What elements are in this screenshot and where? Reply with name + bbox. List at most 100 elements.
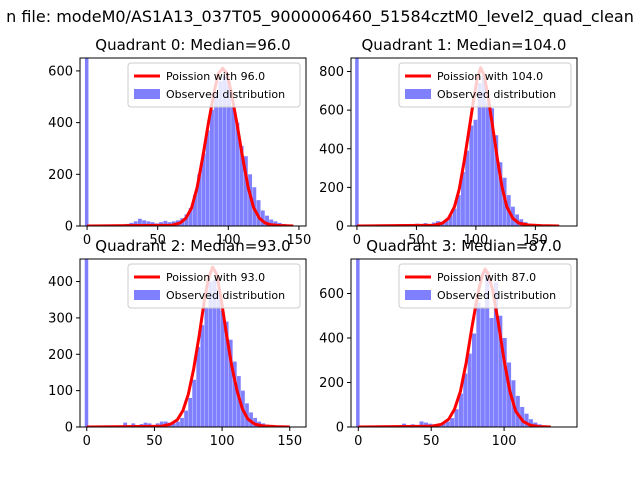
subplot-title: Quadrant 0: Median=96.0 [95,36,290,54]
histogram-bar [445,421,450,427]
x-tick-label: 50 [408,233,425,248]
legend-poisson-label: Poission with 93.0 [166,271,265,284]
x-tick-label: 0 [83,434,91,449]
axes-frame [350,258,578,428]
histogram-bar [490,108,495,226]
axes-frame [350,57,578,227]
histogram-bar [196,347,201,427]
histogram-bar [469,125,474,226]
histogram-bar [520,406,525,427]
histogram-bar [458,393,463,427]
histogram-bar [448,215,453,226]
histogram-bar [193,194,197,226]
histogram-bar [524,413,529,427]
x-tick-label: 100 [216,233,241,248]
histogram-bar [226,81,231,226]
axes-frame [79,258,307,428]
legend-observed-swatch [134,89,160,99]
histogram-bar [493,282,498,427]
histogram-bar [256,200,261,226]
histogram-bar [253,417,257,427]
legend: Poission with 96.0 Observed distribution [127,62,301,108]
x-tick-label: 150 [277,434,302,449]
legend-observed-swatch [405,290,431,300]
subplot-title: Quadrant 3: Median=87.0 [366,237,561,255]
legend-observed-label: Observed distribution [166,88,285,101]
histogram-bar [133,221,138,226]
histogram-bar [502,337,507,427]
plot-area [84,58,294,226]
x-tick-label: 100 [463,233,488,248]
plot-area [84,259,290,427]
plot-area [356,259,551,427]
y-tick-label: 400 [48,116,73,131]
x-tick-label: 150 [523,233,548,248]
legend-poisson-label: Poission with 96.0 [166,70,265,83]
y-tick-label: 200 [48,348,73,363]
y-tick-label: 0 [336,220,344,235]
histogram-bar [485,271,490,427]
subplot-title: Quadrant 2: Median=93.0 [95,237,290,255]
histogram-bar [472,333,477,427]
histogram-bar [200,325,205,427]
histogram-bar [463,373,468,427]
plot-area [355,58,560,226]
histogram-bar [515,395,520,427]
axes-frame [79,57,307,227]
histogram-bar [188,397,193,427]
y-tick-label: 300 [48,311,73,326]
x-tick-label: 50 [423,434,440,449]
subplot-title: Quadrant 1: Median=104.0 [362,36,567,54]
legend-box [127,263,301,309]
y-tick-label: 0 [65,220,73,235]
histogram-bar [489,317,494,427]
histogram-bar [476,302,481,427]
y-tick-label: 800 [319,65,344,80]
subplots: 0 50 100 150 0 200 400 600 Quadrant 0: Median=96… [48,36,578,449]
histogram-bar [137,218,142,226]
y-tick-label: 200 [319,181,344,196]
histogram-bar [184,410,188,427]
histogram-bar [205,130,210,226]
histogram-bar [355,58,359,226]
x-tick-label: 100 [492,434,517,449]
x-tick-label: 0 [354,434,362,449]
histogram-bar [444,220,449,226]
histogram-bar [214,94,219,226]
histogram-bar [84,58,89,226]
histogram-bar [494,135,499,226]
histogram-bar [419,421,424,427]
histogram-bar [423,422,428,427]
histogram-bar [197,174,202,226]
subplot-quadrant-1: 0 50 100 150 0 200 400 600 800 Quadrant 1: Median… [319,36,578,248]
histogram-bar [473,119,478,226]
figure-suptitle: n file: modeM0/AS1A13_037T05_9000006460_… [6,7,634,27]
histogram-bar [356,259,360,427]
legend-box [127,62,301,108]
legend: Poission with 87.0 Observed distribution [398,263,572,309]
histogram-bar [208,281,213,427]
histogram-bar [465,150,470,226]
y-tick-label: 400 [319,142,344,157]
histogram-bar [477,83,482,226]
histogram-bar [176,421,180,427]
histogram-bar [481,75,486,226]
histogram-bar [231,107,236,226]
y-tick-label: 0 [336,421,344,436]
histogram-bar [184,214,189,226]
histogram-bar [188,207,193,226]
histogram-bar [498,315,503,427]
histogram-bar [235,122,240,226]
subplot-quadrant-3: 0 50 100 0 200 400 600 Quadrant 3: Median=87.0 P… [319,237,578,449]
x-tick-label: 50 [146,434,163,449]
histogram-bar [220,310,225,427]
histogram-bar [224,321,229,427]
histogram-bar [180,417,184,427]
histogram-bar [498,162,503,226]
legend-observed-label: Observed distribution [166,289,285,302]
subplot-quadrant-2: 0 50 100 150 0 100 200 300 400 Quadrant 2: Median… [48,237,307,449]
histogram-bar [172,423,176,427]
histogram-bar [486,102,490,226]
histogram-bar [209,109,214,226]
